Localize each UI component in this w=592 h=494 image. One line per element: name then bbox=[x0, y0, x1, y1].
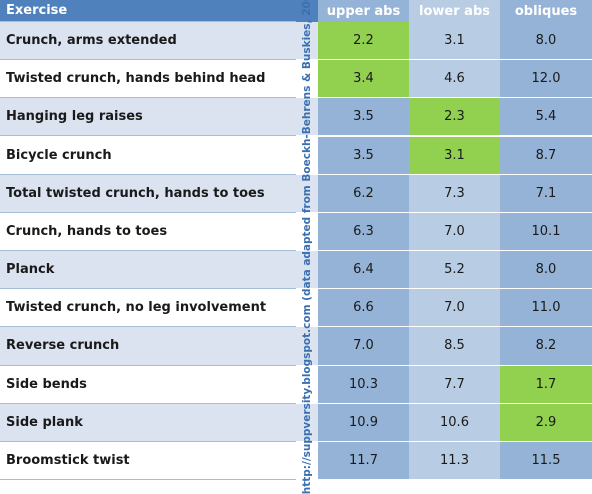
exercise-name: Hanging leg raises bbox=[0, 98, 296, 137]
exercise-name: Twisted crunch, no leg involvement bbox=[0, 289, 296, 328]
table-row: Bicycle crunch 3.5 3.1 8.7 bbox=[0, 136, 592, 175]
obliques-value: 8.7 bbox=[500, 136, 592, 175]
table-row: Side plank 10.9 10.6 2.9 bbox=[0, 403, 592, 442]
table-row: Hanging leg raises 3.5 2.3 5.4 bbox=[0, 98, 592, 137]
upper-abs-value: 10.9 bbox=[318, 403, 409, 442]
table-row: Side bends 10.3 7.7 1.7 bbox=[0, 365, 592, 404]
lower-abs-value: 3.1 bbox=[409, 22, 500, 61]
header-lower-abs: lower abs bbox=[409, 0, 500, 22]
obliques-value: 11.0 bbox=[500, 289, 592, 328]
obliques-value: 11.5 bbox=[500, 441, 592, 481]
source-note: http://suppversity.blogspot.com (data ad… bbox=[301, 0, 313, 494]
header-upper-abs: upper abs bbox=[318, 0, 409, 22]
upper-abs-value: 11.7 bbox=[318, 441, 409, 481]
obliques-value: 1.7 bbox=[500, 365, 592, 404]
lower-abs-value: 7.7 bbox=[409, 365, 500, 404]
note-strip bbox=[296, 212, 318, 251]
lower-abs-value: 3.1 bbox=[409, 136, 500, 175]
table-row: Reverse crunch 7.0 8.5 8.2 bbox=[0, 327, 592, 366]
exercise-name: Side plank bbox=[0, 403, 296, 442]
note-strip bbox=[296, 365, 318, 404]
note-strip bbox=[296, 60, 318, 99]
table-row: Crunch, arms extended 2.2 3.1 8.0 bbox=[0, 22, 592, 61]
obliques-value: 2.9 bbox=[500, 403, 592, 442]
exercise-name: Reverse crunch bbox=[0, 327, 296, 366]
obliques-value: 8.2 bbox=[500, 327, 592, 366]
obliques-value: 5.4 bbox=[500, 98, 592, 137]
exercise-name: Bicycle crunch bbox=[0, 136, 296, 175]
note-strip bbox=[296, 174, 318, 213]
obliques-value: 7.1 bbox=[500, 174, 592, 213]
obliques-value: 12.0 bbox=[500, 60, 592, 99]
table-row: Broomstick twist 11.7 11.3 11.5 bbox=[0, 441, 592, 481]
lower-abs-value: 11.3 bbox=[409, 441, 500, 481]
lower-abs-value: 7.0 bbox=[409, 289, 500, 328]
upper-abs-value: 10.3 bbox=[318, 365, 409, 404]
lower-abs-value: 7.3 bbox=[409, 174, 500, 213]
note-strip bbox=[296, 136, 318, 175]
lower-abs-value: 10.6 bbox=[409, 403, 500, 442]
header-obliques: obliques bbox=[500, 0, 592, 22]
exercise-name: Planck bbox=[0, 251, 296, 290]
lower-abs-value: 5.2 bbox=[409, 251, 500, 290]
table-row: Twisted crunch, hands behind head 3.4 4.6 1… bbox=[0, 60, 592, 99]
upper-abs-value: 6.2 bbox=[318, 174, 409, 213]
lower-abs-value: 8.5 bbox=[409, 327, 500, 366]
header-exercise: Exercise bbox=[0, 0, 296, 22]
table-row: Twisted crunch, no leg involvement 6.6 7.0… bbox=[0, 289, 592, 328]
note-strip bbox=[296, 289, 318, 328]
note-strip bbox=[296, 403, 318, 442]
header-strip bbox=[296, 0, 318, 22]
exercise-name: Total twisted crunch, hands to toes bbox=[0, 174, 296, 213]
upper-abs-value: 7.0 bbox=[318, 327, 409, 366]
lower-abs-value: 7.0 bbox=[409, 212, 500, 251]
note-strip bbox=[296, 327, 318, 366]
table-row: Crunch, hands to toes 6.3 7.0 10.1 bbox=[0, 212, 592, 251]
note-strip bbox=[296, 251, 318, 290]
upper-abs-value: 3.4 bbox=[318, 60, 409, 99]
upper-abs-value: 6.4 bbox=[318, 251, 409, 290]
obliques-value: 10.1 bbox=[500, 212, 592, 251]
upper-abs-value: 2.2 bbox=[318, 22, 409, 61]
obliques-value: 8.0 bbox=[500, 22, 592, 61]
exercise-name: Broomstick twist bbox=[0, 441, 296, 481]
exercise-name: Crunch, arms extended bbox=[0, 22, 296, 61]
exercise-name: Side bends bbox=[0, 365, 296, 404]
upper-abs-value: 3.5 bbox=[318, 98, 409, 137]
table-row: Planck 6.4 5.2 8.0 bbox=[0, 251, 592, 290]
header-row: Exercise upper abs lower abs obliques bbox=[0, 0, 592, 22]
note-strip bbox=[296, 22, 318, 61]
upper-abs-value: 6.3 bbox=[318, 212, 409, 251]
lower-abs-value: 2.3 bbox=[409, 98, 500, 137]
note-strip bbox=[296, 98, 318, 137]
table-row: Total twisted crunch, hands to toes 6.2 7.… bbox=[0, 174, 592, 213]
exercise-name: Twisted crunch, hands behind head bbox=[0, 60, 296, 99]
lower-abs-value: 4.6 bbox=[409, 60, 500, 99]
exercise-name: Crunch, hands to toes bbox=[0, 212, 296, 251]
upper-abs-value: 6.6 bbox=[318, 289, 409, 328]
obliques-value: 8.0 bbox=[500, 251, 592, 290]
upper-abs-value: 3.5 bbox=[318, 136, 409, 175]
